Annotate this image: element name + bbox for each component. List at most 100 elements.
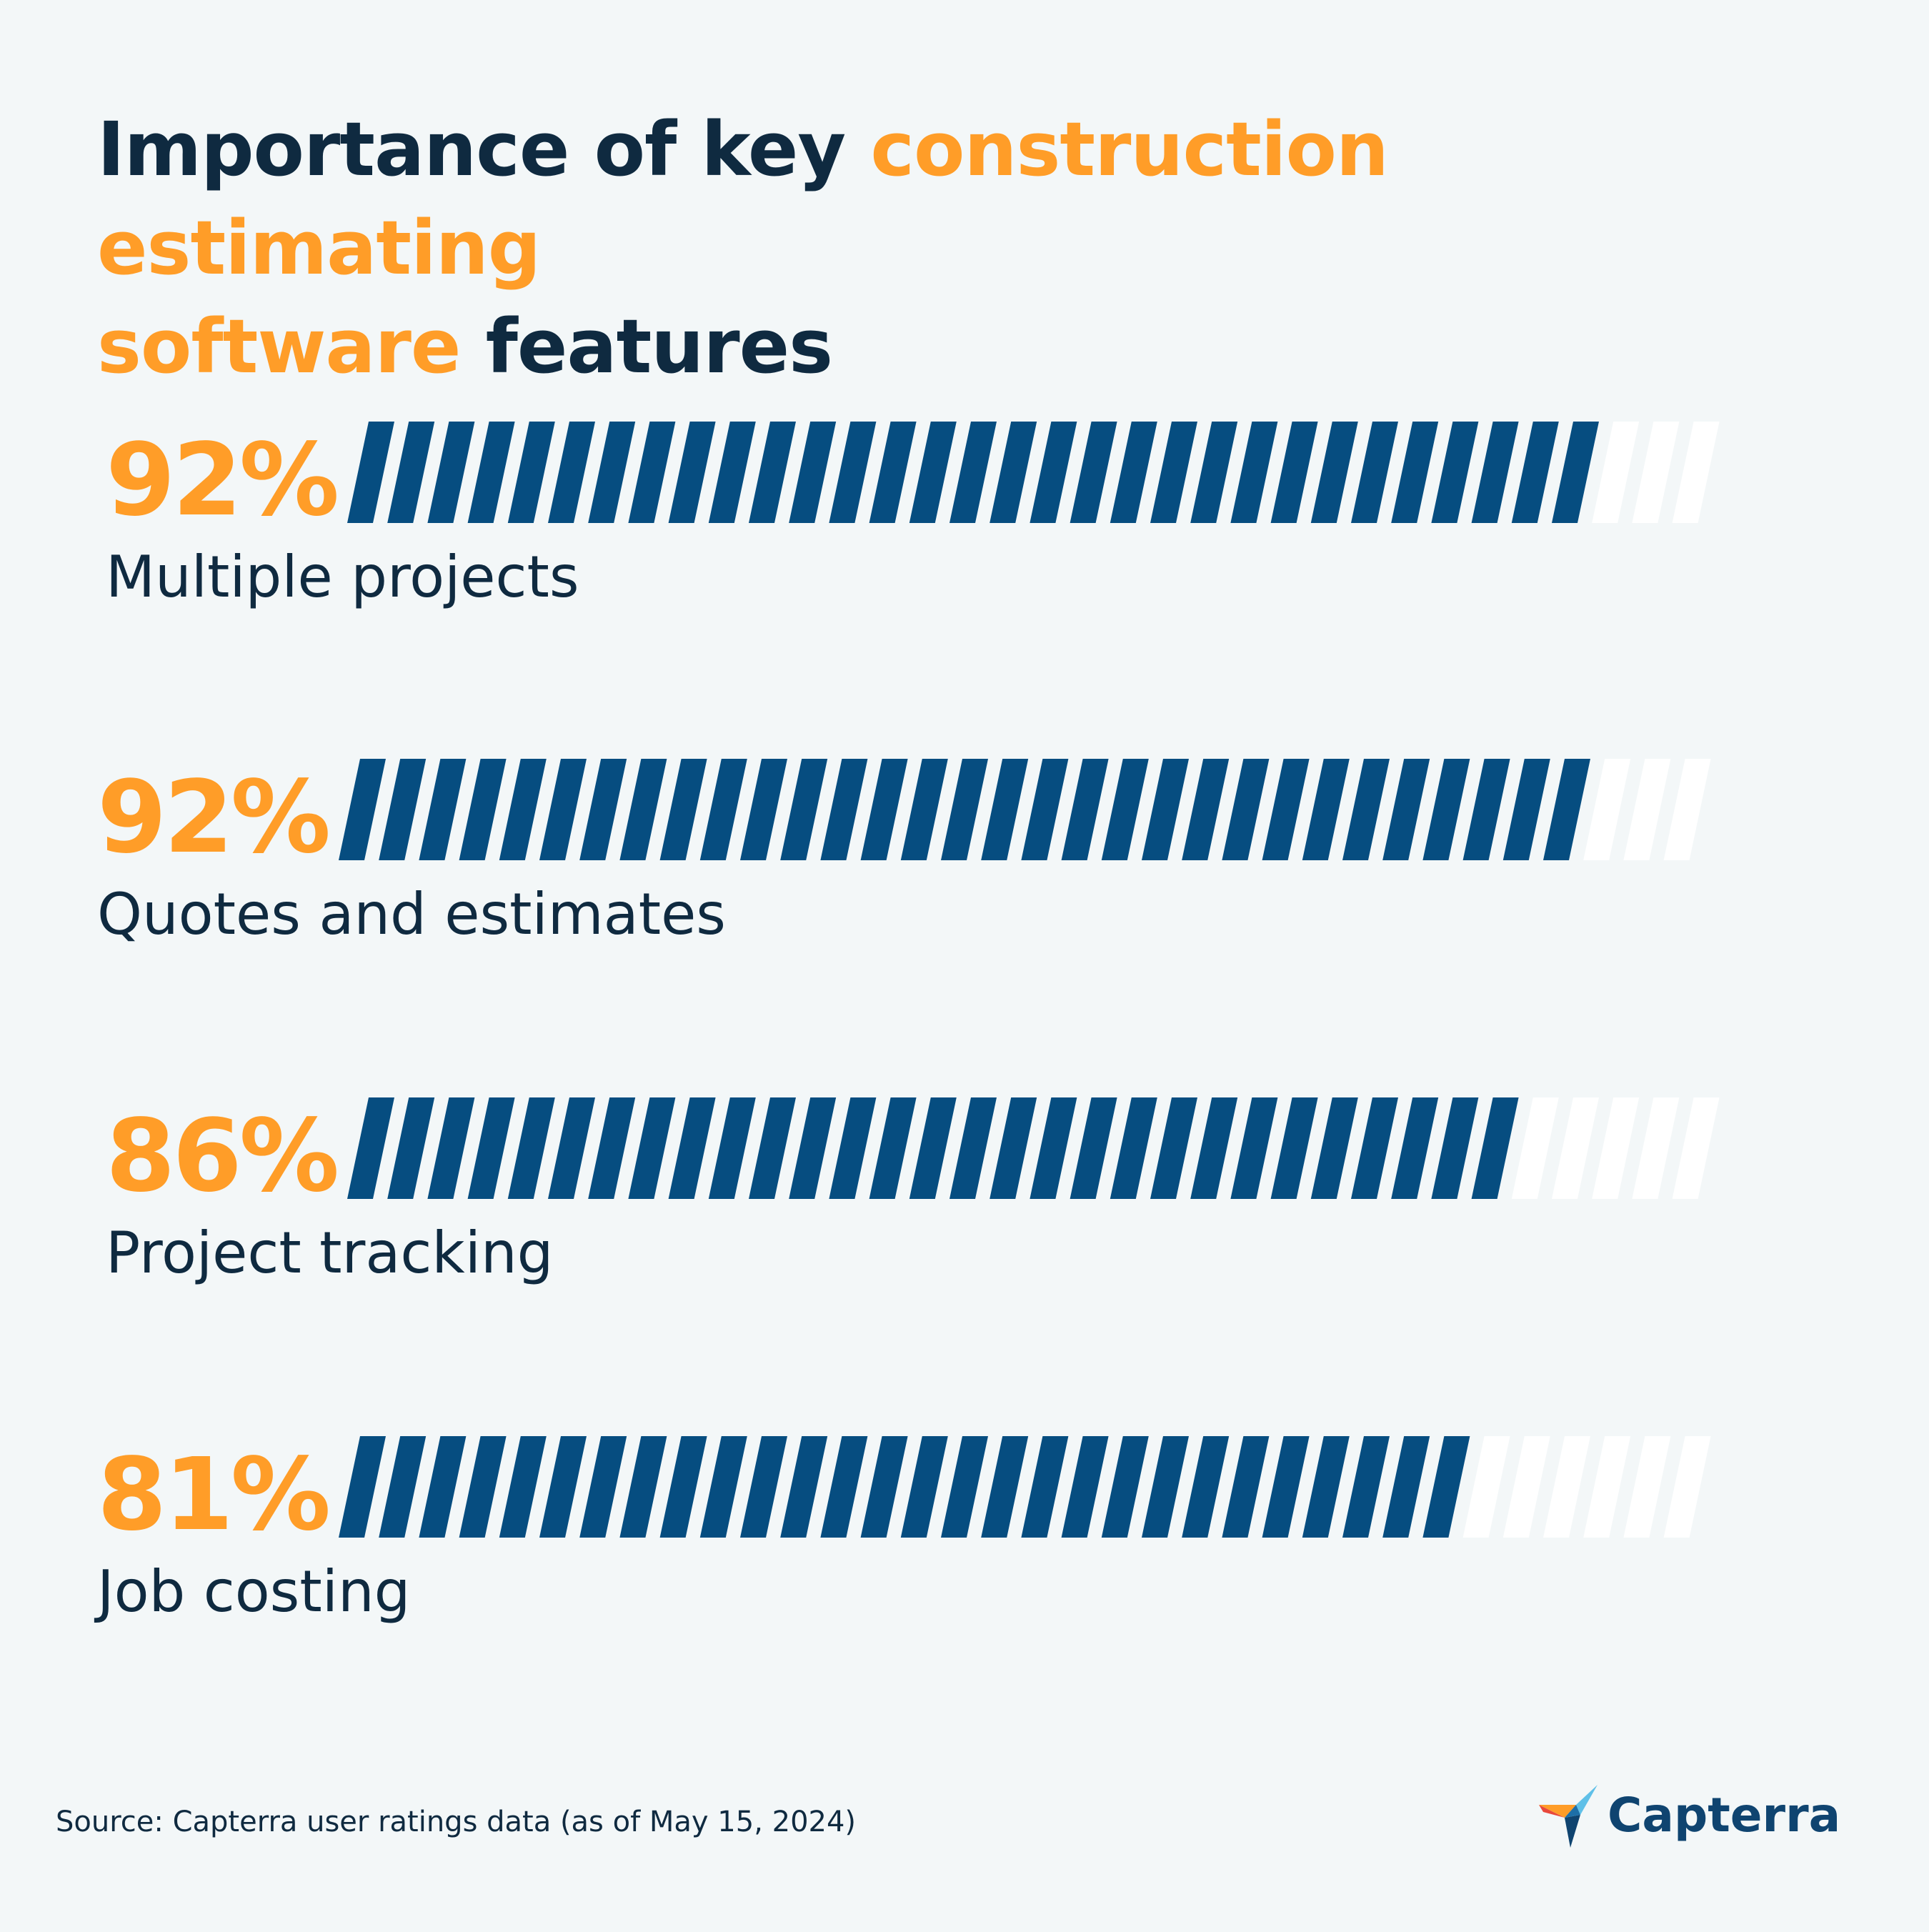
bar-stripe-filled [1342, 1436, 1390, 1538]
bar-stripe-empty [1663, 759, 1711, 860]
bar-stripe-filled [1422, 759, 1470, 860]
bar-stripe-filled [1021, 759, 1069, 860]
bar-stripe-filled [1101, 759, 1149, 860]
bar-stripe-filled [628, 422, 676, 523]
bar-stripe-filled [1471, 1097, 1519, 1199]
bar-stripe-filled [1182, 759, 1230, 860]
bar-stripe-filled [427, 1097, 475, 1199]
title-part-1: Importance of key [97, 106, 871, 193]
bar-stripe-filled [499, 759, 547, 860]
bar-stripe-filled [900, 1436, 948, 1538]
bar-stripe-filled [419, 759, 467, 860]
bar-stripe-filled [579, 759, 627, 860]
bar-stripe-filled [548, 422, 595, 523]
bar-stripe-filled [1190, 422, 1238, 523]
bar-stripe-filled [740, 1436, 787, 1538]
bar-stripe-filled [708, 1097, 756, 1199]
bar-stripe-filled [1222, 759, 1270, 860]
bar-stripe-filled [869, 1097, 917, 1199]
bar-stripe-empty [1672, 422, 1720, 523]
bar-stripe-empty [1543, 1436, 1590, 1538]
bar-stripe-filled [820, 759, 868, 860]
bar-stripe-filled [1382, 1436, 1430, 1538]
bar-stripe-empty [1623, 1436, 1671, 1538]
bar-stripe-filled [780, 1436, 828, 1538]
bar-stripe-filled [339, 759, 386, 860]
bar-stripe-filled [1502, 759, 1550, 860]
bar-stripe-filled [499, 1436, 547, 1538]
bar-stripe-filled [780, 759, 828, 860]
title-highlight-2: software [97, 303, 461, 390]
bar-stripe-filled [619, 759, 667, 860]
bar-stripe-filled [699, 759, 747, 860]
bar-stripe-empty [1502, 1436, 1550, 1538]
bar-stripe-empty [1663, 1436, 1711, 1538]
bar-stripe-filled [339, 1436, 386, 1538]
bar-stripe-empty [1672, 1097, 1720, 1199]
bar-stripe-filled [789, 422, 837, 523]
bar-stripe-filled [749, 422, 796, 523]
bar-stripe-empty [1552, 1097, 1599, 1199]
category-label: Multiple projects [106, 544, 579, 610]
bar-stripe-filled [1150, 1097, 1197, 1199]
bar-stripe-empty [1592, 1097, 1640, 1199]
bar-row: 92% Quotes and estimates [0, 759, 1929, 973]
bar-stripe-filled [740, 759, 787, 860]
bar-stripe-filled [990, 1097, 1037, 1199]
bar-stripe-filled [820, 1436, 868, 1538]
bar-stripe-filled [949, 1097, 997, 1199]
bar-stripe-filled [507, 1097, 555, 1199]
bar-stripe-filled [1543, 759, 1590, 860]
bar-stripe-filled [387, 422, 435, 523]
bar-stripe-filled [1310, 1097, 1358, 1199]
bar-stripe-filled [941, 759, 988, 860]
bar-row: 81% Job costing [0, 1436, 1929, 1650]
bar-stripe-filled [379, 759, 427, 860]
bar-stripe-filled [379, 1436, 427, 1538]
bar-stripe-filled [699, 1436, 747, 1538]
bar-stripe-filled [668, 1097, 716, 1199]
brand-name: Capterra [1608, 1788, 1841, 1843]
bar-stripe-empty [1462, 1436, 1510, 1538]
bar-track [347, 422, 1720, 523]
bar-stripe-filled [347, 1097, 394, 1199]
bar-row: 92% Multiple projects [0, 422, 1929, 636]
bar-stripe-filled [708, 422, 756, 523]
bar-stripe-filled [1061, 1436, 1109, 1538]
bar-stripe-filled [1262, 1436, 1310, 1538]
bar-stripe-empty [1583, 1436, 1631, 1538]
bar-track [339, 1436, 1711, 1538]
bar-stripe-filled [1302, 759, 1350, 860]
bar-stripe-filled [1471, 422, 1519, 523]
bar-stripe-filled [1150, 422, 1197, 523]
bar-stripe-empty [1583, 759, 1631, 860]
bar-stripe-filled [990, 422, 1037, 523]
title-part-2: features [460, 303, 833, 390]
bar-stripe-filled [659, 1436, 707, 1538]
bar-stripe-filled [909, 1097, 957, 1199]
bar-stripe-filled [668, 422, 716, 523]
bar-stripe-empty [1632, 1097, 1680, 1199]
bar-stripe-filled [789, 1097, 837, 1199]
bar-stripe-filled [1302, 1436, 1350, 1538]
bar-stripe-filled [467, 422, 515, 523]
bar-stripe-filled [1382, 759, 1430, 860]
bar-stripe-filled [1142, 759, 1189, 860]
bar-stripe-empty [1632, 422, 1680, 523]
bar-stripe-filled [1351, 1097, 1398, 1199]
bar-stripe-filled [1142, 1436, 1189, 1538]
bar-stripe-filled [981, 759, 1029, 860]
bar-stripe-filled [579, 1436, 627, 1538]
title-highlight-1: construction estimating [97, 106, 1389, 292]
bar-track [339, 759, 1711, 860]
bar-stripe-filled [829, 422, 877, 523]
bar-stripe-filled [427, 422, 475, 523]
category-label: Quotes and estimates [97, 881, 726, 947]
bar-track [347, 1097, 1720, 1199]
chart-title: Importance of key construction estimatin… [97, 100, 1855, 396]
bar-stripe-empty [1623, 759, 1671, 860]
bar-stripe-filled [1061, 759, 1109, 860]
value-label: 92% [97, 760, 331, 876]
bar-stripe-filled [347, 422, 394, 523]
bar-stripe-filled [1431, 422, 1479, 523]
